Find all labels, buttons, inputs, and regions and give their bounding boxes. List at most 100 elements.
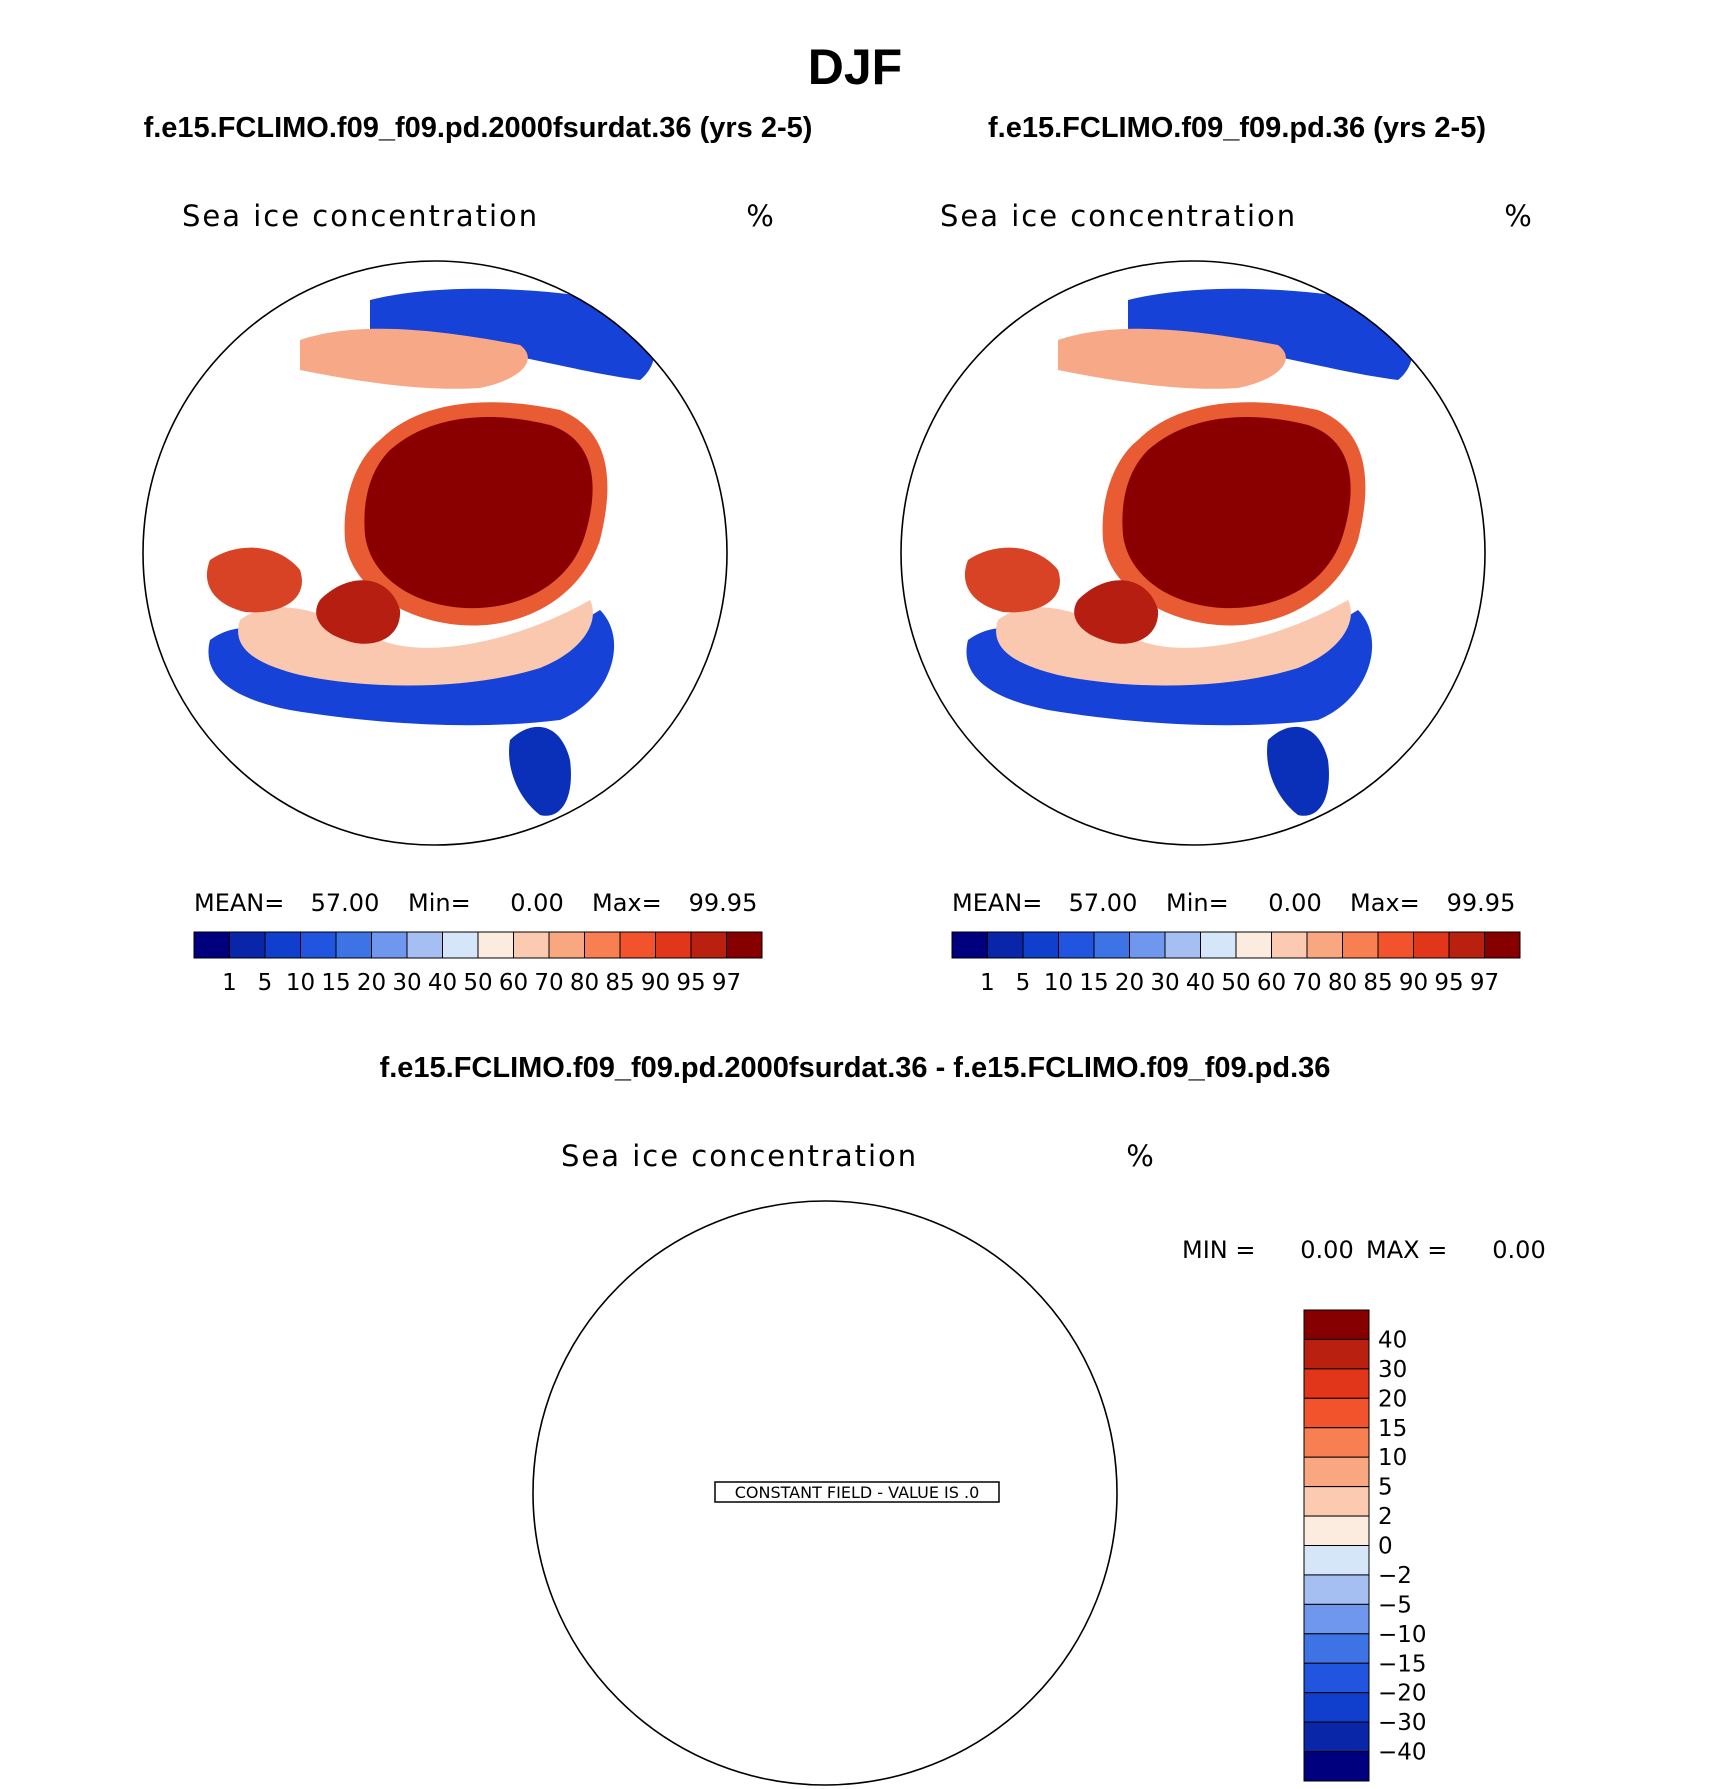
colorbar-right-swatch-5	[1129, 931, 1166, 959]
colorbar-left-tick-label: 90	[641, 970, 670, 996]
colorbar-diff-tick-label: 20	[1378, 1386, 1407, 1412]
panel-right-variable: Sea ice concentration	[940, 199, 1297, 233]
panel-right-units: %	[1504, 199, 1532, 233]
colorbar-right-tick-label: 80	[1328, 970, 1357, 996]
colorbar-diff-swatch-2	[1303, 1368, 1370, 1399]
colorbar-left-swatch-7	[442, 931, 479, 959]
max-value-left: 99.95	[689, 889, 758, 917]
colorbar-left-swatch-4	[335, 931, 372, 959]
colorbar-left-swatch-9	[513, 931, 550, 959]
colorbar-left-tick-label: 20	[357, 970, 386, 996]
colorbar-left-tick-label: 15	[321, 970, 350, 996]
colorbar-right-swatch-0	[951, 931, 988, 959]
colorbar-left-tick-label: 85	[605, 970, 634, 996]
colorbar-right-swatch-1	[987, 931, 1024, 959]
colorbar-right-swatch-11	[1342, 931, 1379, 959]
colorbar-left: 1 5 10 15 20 30 40 50 60 70 80 85 90 95 97	[193, 931, 763, 996]
panel-left-case-title: f.e15.FCLIMO.f09_f09.pd.2000fsurdat.36 (…	[144, 112, 813, 144]
colorbar-left-tick-label: 95	[676, 970, 705, 996]
colorbar-left-swatch-6	[406, 931, 443, 959]
colorbar-left-tick-label: 40	[428, 970, 457, 996]
panel-right: f.e15.FCLIMO.f09_f09.pd.36 (yrs 2-5) Sea…	[900, 112, 1532, 996]
colorbar-diff-tick-label: 0	[1378, 1534, 1393, 1560]
colorbar-left-tick-label: 1	[222, 970, 237, 996]
diff-max-value: 0.00	[1492, 1236, 1545, 1264]
diff-min-label: MIN =	[1182, 1236, 1255, 1264]
colorbar-diff-swatch-5	[1303, 1456, 1370, 1488]
colorbar-right-swatch-3	[1058, 931, 1095, 959]
min-label-left: Min=	[408, 889, 471, 917]
colorbar-diff-tick-label: −10	[1378, 1622, 1427, 1648]
colorbar-left-swatch-3	[300, 931, 337, 959]
colorbar-diff-tick-label: 40	[1378, 1327, 1407, 1353]
colorbar-right-tick-label: 95	[1434, 970, 1463, 996]
colorbar-left-tick-label: 30	[392, 970, 421, 996]
colorbar-left-swatch-10	[548, 931, 585, 959]
colorbar-diff-swatch-0	[1303, 1309, 1370, 1340]
colorbar-left-swatch-13	[655, 931, 692, 959]
colorbar-diff-swatch-12	[1303, 1662, 1370, 1694]
colorbar-diff-tick-label: 2	[1378, 1504, 1393, 1530]
colorbar-diff-tick-label: −5	[1378, 1592, 1412, 1618]
colorbar-left-swatch-12	[619, 931, 656, 959]
colorbar-right: 1 5 10 15 20 30 40 50 60 70 80 85 90 95 97	[951, 931, 1521, 996]
colorbar-diff-swatch-10	[1303, 1603, 1370, 1635]
colorbar-diff-tick-label: −20	[1378, 1681, 1427, 1707]
colorbar-diff-tick-label: −30	[1378, 1710, 1427, 1736]
diff-units: %	[1126, 1139, 1154, 1173]
colorbar-left-swatch-2	[264, 931, 301, 959]
colorbar-right-tick-label: 10	[1044, 970, 1073, 996]
colorbar-diff-tick-label: 10	[1378, 1445, 1407, 1471]
colorbar-left-swatch-8	[477, 931, 514, 959]
panel-right-case-title: f.e15.FCLIMO.f09_f09.pd.36 (yrs 2-5)	[988, 112, 1486, 144]
colorbar-right-swatch-2	[1022, 931, 1059, 959]
colorbar-right-tick-label: 40	[1186, 970, 1215, 996]
mean-label-left: MEAN=	[194, 889, 284, 917]
diff-max-label: MAX =	[1366, 1236, 1447, 1264]
colorbar-right-tick-label: 1	[980, 970, 995, 996]
colorbar-diff-tick-label: 30	[1378, 1357, 1407, 1383]
colorbar-left-tick-label: 10	[286, 970, 315, 996]
panel-left-units: %	[746, 199, 774, 233]
colorbar-diff-tick-label: −40	[1378, 1740, 1427, 1766]
colorbar-diff-swatch-8	[1303, 1545, 1370, 1576]
colorbar-diff-swatch-4	[1303, 1427, 1370, 1458]
colorbar-right-swatch-8	[1235, 931, 1272, 959]
colorbar-left-tick-label: 60	[499, 970, 528, 996]
colorbar-left-swatch-5	[371, 931, 408, 959]
colorbar-left-tick-label: 97	[712, 970, 741, 996]
max-label-right: Max=	[1350, 889, 1420, 917]
colorbar-right-swatch-14	[1448, 931, 1485, 959]
colorbar-diff-tick-label: −2	[1378, 1563, 1412, 1589]
max-label-left: Max=	[592, 889, 662, 917]
max-value-right: 99.95	[1447, 889, 1516, 917]
mean-value-right: 57.00	[1069, 889, 1138, 917]
colorbar-diff-swatch-9	[1303, 1574, 1370, 1605]
colorbar-right-swatch-9	[1271, 931, 1308, 959]
colorbar-diff-swatch-3	[1303, 1397, 1370, 1429]
colorbar-right-tick-label: 97	[1470, 970, 1499, 996]
colorbar-right-tick-label: 5	[1016, 970, 1031, 996]
figure-title: DJF	[808, 39, 902, 95]
colorbar-right-swatch-13	[1413, 931, 1450, 959]
colorbar-left-swatch-1	[229, 931, 266, 959]
diff-variable: Sea ice concentration	[561, 1139, 918, 1173]
panel-left-variable: Sea ice concentration	[182, 199, 539, 233]
colorbar-left-tick-label: 50	[463, 970, 492, 996]
mean-value-left: 57.00	[311, 889, 380, 917]
colorbar-diff-swatch-15	[1303, 1751, 1370, 1782]
colorbar-diff-swatch-11	[1303, 1633, 1370, 1664]
panel-left: f.e15.FCLIMO.f09_f09.pd.2000fsurdat.36 (…	[142, 112, 813, 996]
colorbar-right-tick-label: 15	[1079, 970, 1108, 996]
colorbar-diff-swatch-13	[1303, 1692, 1370, 1723]
colorbar-diff-swatch-7	[1303, 1515, 1370, 1546]
polar-map-right	[900, 260, 1486, 846]
panel-diff: f.e15.FCLIMO.f09_f09.pd.2000fsurdat.36 -…	[380, 1052, 1546, 1786]
colorbar-left-tick-label: 80	[570, 970, 599, 996]
colorbar-right-swatch-6	[1164, 931, 1201, 959]
colorbar-left-swatch-14	[690, 931, 727, 959]
min-value-right: 0.00	[1268, 889, 1321, 917]
diff-min-value: 0.00	[1300, 1236, 1353, 1264]
colorbar-right-tick-label: 20	[1115, 970, 1144, 996]
